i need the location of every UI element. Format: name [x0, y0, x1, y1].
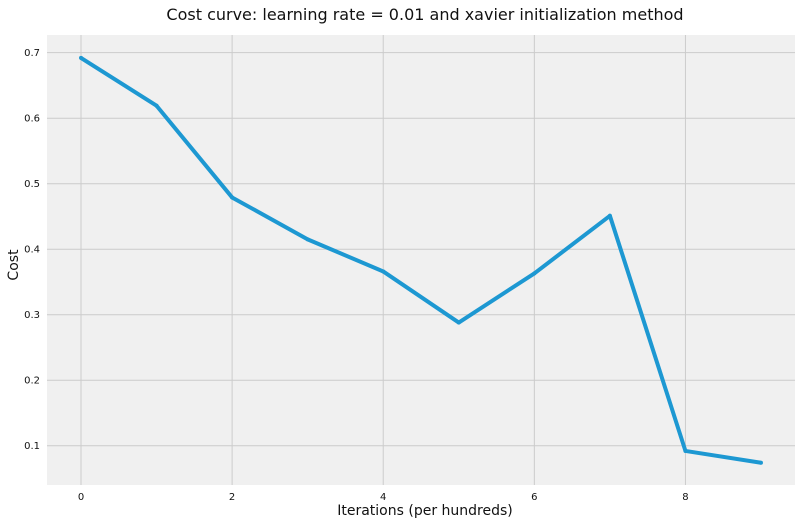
x-tick-label: 6: [531, 492, 537, 503]
x-axis-label: Iterations (per hundreds): [337, 503, 513, 519]
cost-point: [305, 237, 310, 242]
y-tick-label: 0.4: [24, 245, 40, 256]
y-axis-ticks: 0.1 0.2 0.3 0.4 0.5 0.6 0.7: [24, 48, 40, 452]
cost-point: [230, 195, 235, 200]
cost-point: [683, 448, 688, 453]
y-tick-label: 0.3: [24, 310, 40, 321]
y-axis-label: Cost: [6, 249, 22, 281]
y-tick-label: 0.7: [24, 48, 40, 59]
cost-line: [79, 56, 762, 465]
x-tick-label: 8: [682, 492, 688, 503]
x-tick-label: 0: [78, 492, 84, 503]
cost-point: [532, 271, 537, 276]
x-axis-ticks: 0 2 4 6 8: [78, 492, 689, 503]
cost-point: [154, 103, 159, 108]
chart-title: Cost curve: learning rate = 0.01 and xav…: [166, 5, 683, 24]
cost-point: [456, 320, 461, 325]
y-tick-label: 0.2: [24, 376, 40, 387]
y-tick-label: 0.5: [24, 179, 40, 190]
x-tick-label: 2: [229, 492, 235, 503]
cost-point: [79, 55, 83, 60]
cost-points: [79, 55, 763, 465]
plot-background: [47, 35, 795, 485]
cost-point: [759, 460, 763, 465]
x-tick-label: 4: [380, 492, 386, 503]
y-tick-label: 0.1: [24, 441, 40, 452]
cost-point: [381, 269, 386, 274]
grid-lines: [47, 35, 795, 485]
cost-point: [607, 213, 612, 218]
y-tick-label: 0.6: [24, 114, 40, 125]
